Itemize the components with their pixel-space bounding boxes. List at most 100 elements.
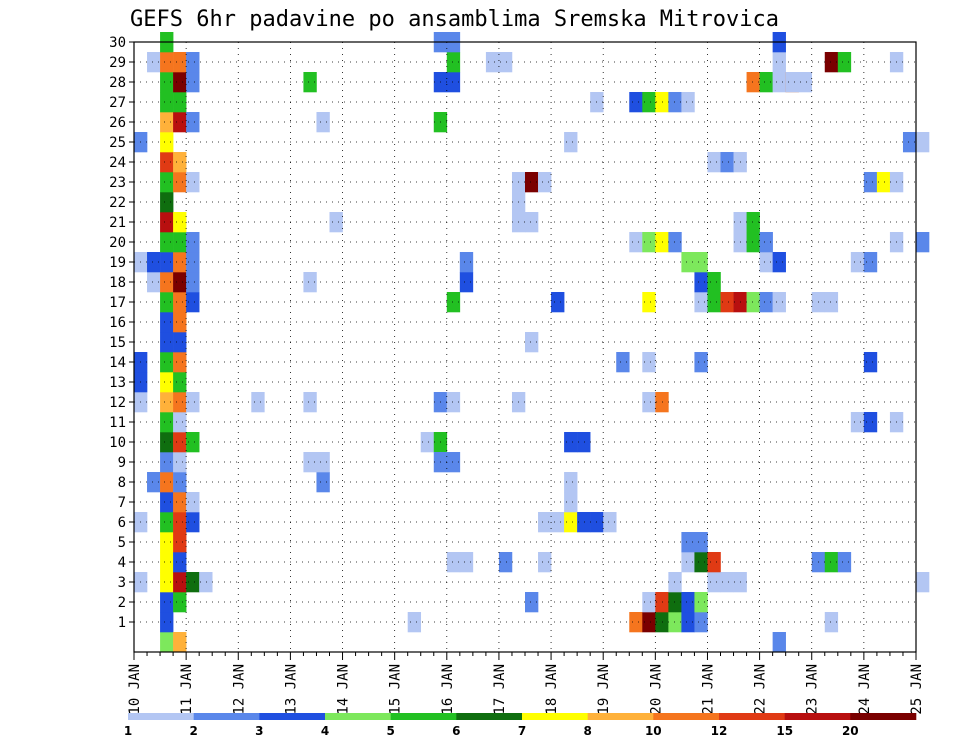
precip-cell [564,432,578,453]
precip-cell [160,252,174,273]
precip-cell [694,592,708,613]
precip-cell [642,612,656,633]
precip-cell [564,492,578,513]
precip-cell [186,112,200,133]
precip-cell [707,552,721,573]
precip-cell [772,252,786,273]
y-tick-label: 14 [109,355,126,371]
y-tick-label: 8 [118,475,126,491]
precip-cell [173,172,187,193]
precip-cell [525,212,539,233]
precip-cell [186,172,200,193]
y-tick-label: 6 [118,515,126,531]
precip-cell [316,112,330,133]
precip-cell [720,152,734,173]
y-tick-label: 12 [109,395,126,411]
precip-cell [642,292,656,313]
precip-cell [824,52,839,73]
precip-cell [160,292,174,313]
precip-cell [160,592,174,613]
precip-cell [485,52,500,73]
precip-cell [173,92,187,113]
precip-cell [186,292,200,313]
precip-cell [668,92,682,113]
precip-cell [173,332,187,353]
precip-cell [160,392,174,413]
colorbar-swatch [325,713,391,720]
precip-cell [642,92,656,113]
precip-cell [160,312,174,333]
precip-cell [642,592,656,613]
precip-cell [173,372,187,393]
precip-cell [655,592,669,613]
colorbar-swatch [390,713,457,720]
colorbar-label: 6 [452,724,460,738]
precip-cell [173,552,187,573]
precip-cell [642,232,656,253]
precip-cell [147,252,161,273]
precip-cell [837,552,852,573]
precip-cell [173,472,187,493]
precip-cell [616,352,630,373]
plot-gridlines [134,41,917,652]
precip-cell [720,292,734,313]
x-tick-label: 10 JAN [127,664,143,715]
colorbar-swatch [128,713,194,720]
precip-cell [525,172,539,193]
x-tick-label: 19 JAN [596,664,612,715]
precip-cell [303,72,317,93]
x-tick-label: 18 JAN [544,664,560,715]
precip-cell [759,72,773,93]
x-tick-label: 12 JAN [231,664,247,715]
precip-cell [459,252,474,273]
precip-cell [694,352,708,373]
precip-cell [642,352,656,373]
precip-cell [173,632,187,653]
precip-cell [564,132,578,153]
precip-cell [160,52,174,73]
precip-cell [772,52,786,73]
precip-cell [668,592,682,613]
x-tick-label: 16 JAN [440,664,456,715]
x-tick-label: 24 JAN [857,664,873,715]
precip-cell [655,392,669,413]
precip-cell [538,552,552,573]
precip-cell [173,492,187,513]
precip-cell [173,232,187,253]
precip-cell [707,572,721,593]
precip-cell [186,572,200,593]
precip-cell [173,212,187,233]
y-tick-label: 30 [109,35,126,51]
precip-cell [329,212,343,233]
precip-cell [173,532,187,553]
precip-cell [863,352,878,373]
x-tick-label: 17 JAN [492,664,508,715]
precip-cell [577,512,591,533]
precip-cell [173,432,187,453]
precip-cell [303,392,317,413]
precip-cell [160,472,174,493]
precip-cell [446,552,461,573]
precip-cell [446,52,461,73]
precip-cell [160,492,174,513]
precip-cell [446,292,461,313]
y-tick-label: 22 [109,195,126,211]
x-tick-label: 15 JAN [388,664,404,715]
y-tick-label: 16 [109,315,126,331]
colorbar-label: 7 [518,724,526,738]
y-axis-ticks: 1234567891011121314151617181920212223242… [109,35,134,631]
precip-cell [160,192,174,213]
precip-cell [694,292,708,313]
precip-cell [525,592,539,613]
precip-cell [655,92,669,113]
precip-cell [160,272,174,293]
precip-cell [720,572,734,593]
precip-cell [186,232,200,253]
precip-cell [186,272,200,293]
y-tick-label: 24 [109,155,126,171]
precip-cell [316,452,330,473]
colorbar-label: 5 [387,724,395,738]
precip-cell [160,332,174,353]
y-tick-label: 20 [109,235,126,251]
